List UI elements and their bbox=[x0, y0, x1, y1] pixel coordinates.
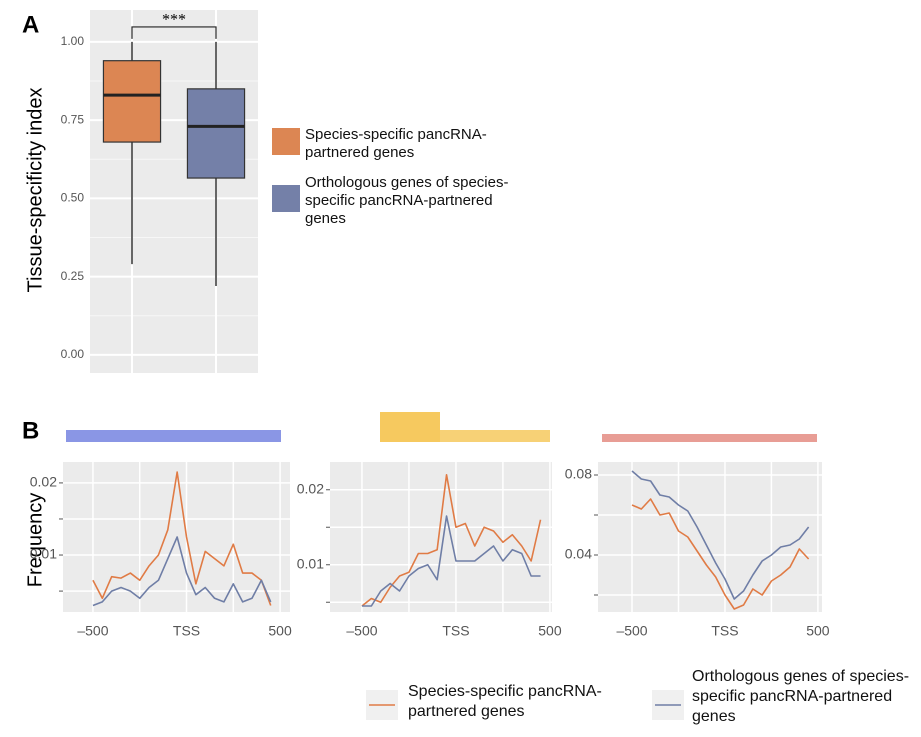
x-tick-label: TSS bbox=[711, 623, 738, 639]
legend-label: Species-specific pancRNA-partnered genes bbox=[305, 126, 487, 161]
series-line bbox=[92, 536, 272, 607]
legend-label: Orthologous genes of species-specific pa… bbox=[692, 668, 910, 725]
y-tick-label: 0.01 bbox=[30, 546, 57, 562]
box bbox=[102, 60, 162, 143]
legend-swatch bbox=[272, 128, 300, 155]
y-tick-label: 0.00 bbox=[61, 347, 85, 361]
box bbox=[186, 88, 246, 179]
x-tick-label: 500 bbox=[268, 623, 292, 639]
y-tick-label: 0.01 bbox=[297, 555, 324, 571]
significance-label: *** bbox=[162, 12, 186, 29]
y-tick-label: 0.02 bbox=[297, 480, 324, 496]
x-tick-label: –500 bbox=[346, 623, 377, 639]
x-tick-label: –500 bbox=[77, 623, 108, 639]
y-tick-label: 1.00 bbox=[61, 34, 85, 48]
legend-label: Orthologous genes of species-specific pa… bbox=[305, 174, 509, 227]
y-axis-title: Tissue-specificity index bbox=[24, 88, 46, 293]
series-line bbox=[361, 515, 541, 607]
x-tick-label: TSS bbox=[442, 623, 469, 639]
x-tick-label: –500 bbox=[616, 623, 647, 639]
series-line bbox=[631, 470, 810, 600]
plot-background bbox=[330, 462, 552, 612]
y-tick-label: 0.75 bbox=[61, 112, 85, 126]
significance-bracket bbox=[131, 26, 217, 39]
legend-swatch bbox=[272, 185, 300, 212]
motif-logo bbox=[66, 412, 817, 442]
x-tick-label: 500 bbox=[806, 623, 830, 639]
x-tick-label: TSS bbox=[173, 623, 200, 639]
y-tick-label: 0.50 bbox=[61, 191, 85, 205]
panel-label: A bbox=[22, 11, 39, 38]
series-line bbox=[631, 498, 810, 610]
y-tick-label: 0.04 bbox=[565, 546, 592, 562]
y-tick-label: 0.02 bbox=[30, 474, 57, 490]
x-tick-label: 500 bbox=[538, 623, 562, 639]
panel-label: B bbox=[22, 417, 39, 444]
legend-label: Species-specific pancRNA-partnered genes bbox=[408, 683, 602, 720]
series-line bbox=[92, 471, 272, 606]
y-tick-label: 0.08 bbox=[565, 466, 592, 482]
y-axis-title: Frequency bbox=[24, 493, 46, 588]
y-tick-label: 0.25 bbox=[61, 269, 85, 283]
plot-background bbox=[598, 462, 822, 612]
